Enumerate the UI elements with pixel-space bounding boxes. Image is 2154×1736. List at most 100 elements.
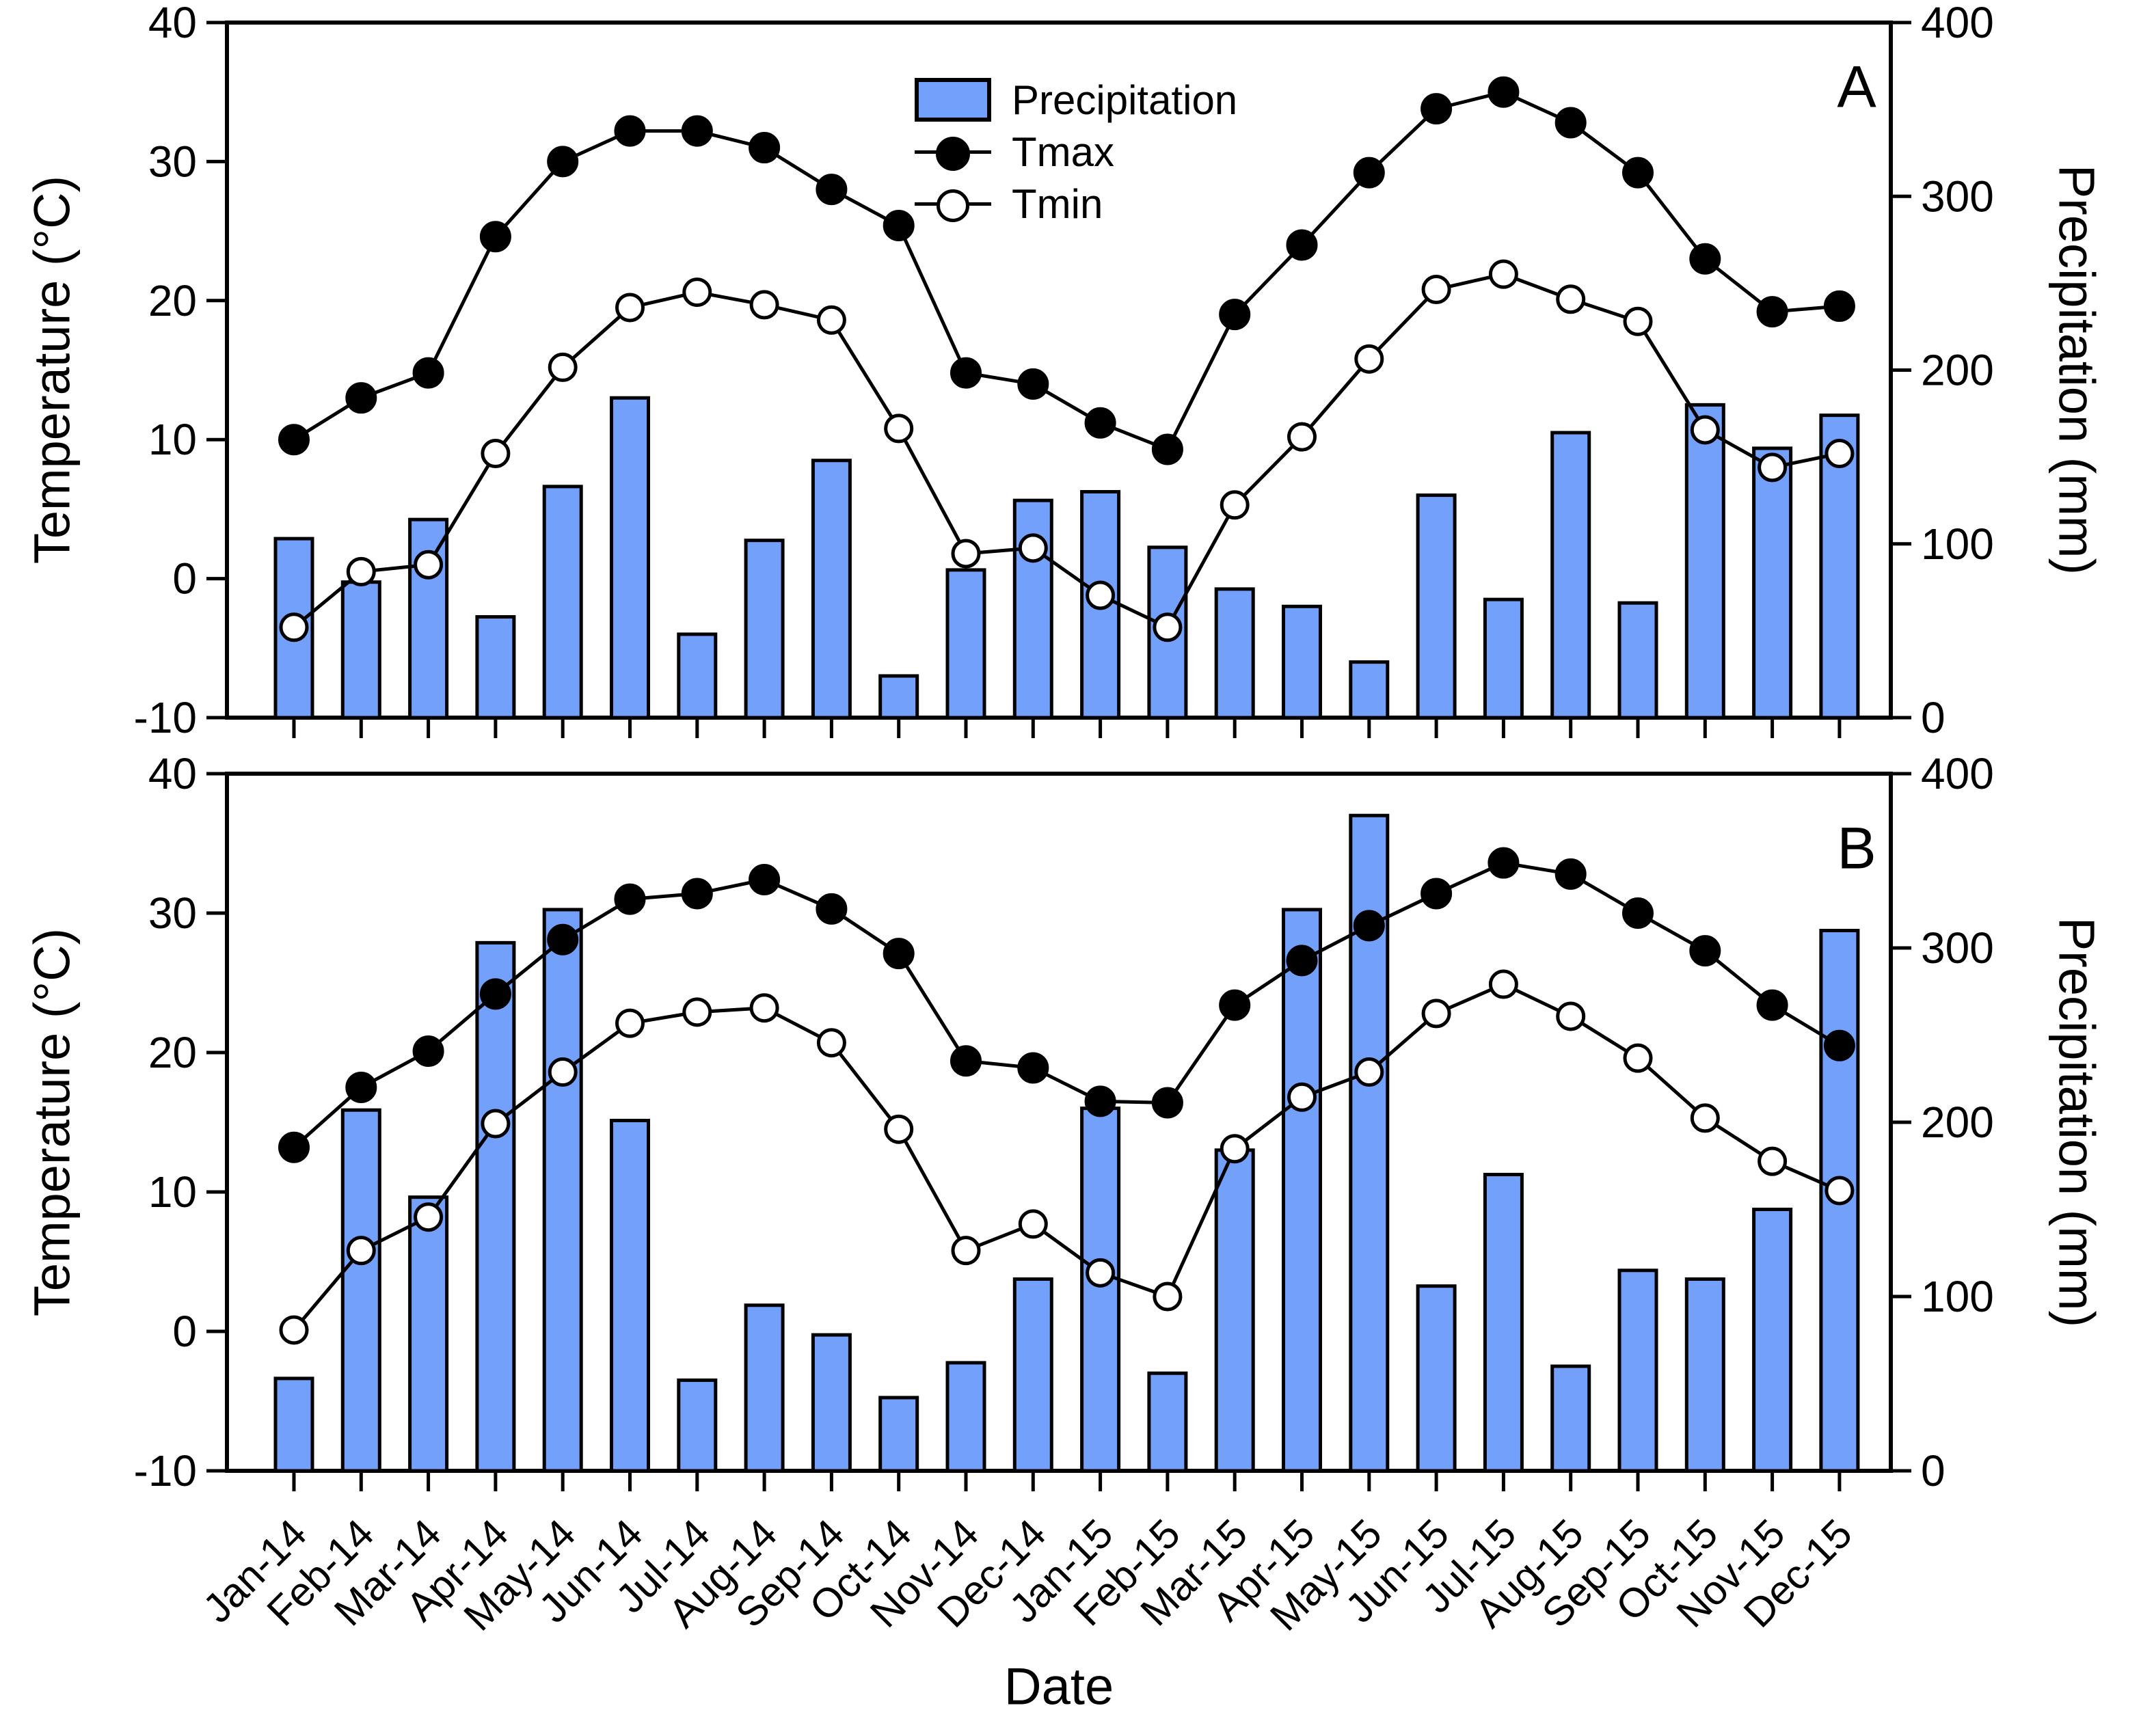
panel-a-tmax-marker	[1756, 296, 1788, 328]
panel-b-tmax-marker	[547, 923, 579, 955]
legend-label-tmin: Tmin	[1012, 180, 1103, 227]
panel-a-tmax-marker	[412, 357, 444, 389]
legend-label-tmax: Tmax	[1012, 128, 1114, 175]
panel-b-left-tick-label: 0	[172, 1307, 197, 1356]
panel-b-tmin-marker	[1623, 1043, 1653, 1073]
panel-b-bar-Apr-15	[1282, 908, 1322, 1473]
panel-b-tmin-marker	[682, 997, 712, 1027]
panel-b-tmin-marker	[1354, 1057, 1384, 1087]
panel-a-tmin-marker	[1354, 344, 1384, 374]
panel-b-tmin-marker	[414, 1202, 444, 1232]
panel-b-right-tick-label: 400	[1921, 749, 1994, 798]
panel-a-tmin-marker	[279, 612, 309, 642]
panel-b-bar-Aug-15	[1550, 1364, 1591, 1473]
panel-b-tmin-marker	[1758, 1146, 1788, 1176]
panel-a-bar-Aug-14	[744, 539, 785, 720]
panel-b-bar-Mar-14	[408, 1195, 449, 1473]
panel-b-tmin-marker	[346, 1236, 376, 1266]
panel-b-tmax-marker	[412, 1035, 444, 1067]
panel-a-tmax-marker	[1219, 299, 1251, 331]
panel-b-tmin-markers	[279, 969, 1855, 1345]
panel-a-bar-Apr-14	[475, 615, 516, 720]
panel-b-tmax-marker	[1421, 878, 1453, 910]
panel-b-bar-Feb-14	[340, 1108, 381, 1473]
panel-a-tmin-marker	[884, 413, 914, 444]
x-axis-title: Date	[1004, 1657, 1114, 1716]
panel-b-tmin-marker	[1220, 1134, 1250, 1164]
precipitation-swatch-icon	[915, 78, 991, 122]
panel-b-tmin-marker	[884, 1114, 914, 1144]
panel-b-left-tick-label: 10	[148, 1167, 197, 1217]
panel-b-bar-Aug-14	[744, 1303, 785, 1473]
panel-a-tmin-marker	[816, 305, 846, 335]
panel-b-bar-Dec-14	[1012, 1277, 1053, 1473]
panel-b-tmin-marker	[1556, 1001, 1586, 1031]
legend: Precipitation Tmax Tmin	[915, 74, 1237, 230]
panel-a-tmax-marker	[749, 132, 781, 164]
panel-b-bar-Jan-15	[1080, 1107, 1121, 1473]
panel-b-right-tick-label: 300	[1921, 923, 1994, 973]
panel-a-bar-May-14	[542, 485, 583, 720]
panel-a-tmax-marker	[1421, 93, 1453, 125]
panel-a-letter: A	[1837, 54, 1876, 120]
panel-a-tmax-marker	[1151, 433, 1183, 465]
panel-a-left-tick-label: 40	[148, 0, 197, 47]
panel-a-tmin-marker	[1220, 490, 1250, 520]
panel-b-tmax-marker	[1151, 1087, 1183, 1119]
panel-b-bar-Oct-14	[878, 1396, 919, 1473]
panel-b-tmax-marker	[278, 1131, 310, 1163]
panel-a-tmax-marker	[950, 357, 982, 389]
panel-a-tmax-marker	[1353, 157, 1385, 189]
panel-b-tmax-marker	[950, 1045, 982, 1077]
panel-b-tmin-marker	[1825, 1176, 1855, 1206]
panel-b-tmin-line	[293, 982, 1840, 1331]
panel-a-tmax-marker	[1689, 243, 1721, 275]
panel-a-tmax-marker	[547, 146, 579, 178]
legend-item-tmin: Tmin	[915, 178, 1237, 230]
panel-b-tmin-marker	[615, 1008, 645, 1038]
panel-a-left-axis-title: Temperature (°C)	[23, 175, 81, 565]
panel-a-right-tick-label: 0	[1921, 693, 1946, 742]
panel-b-tmax-marker	[749, 864, 781, 896]
panel-b-tmin-marker	[1488, 969, 1518, 999]
panel-a-tmin-marker	[1018, 533, 1048, 563]
panel-b-bar-Sep-15	[1617, 1269, 1658, 1473]
panel-a-tmax-marker	[1622, 157, 1654, 189]
panel-a-left-tick-label: 30	[148, 137, 197, 186]
legend-item-precipitation: Precipitation	[915, 74, 1237, 126]
panel-a-tmax-marker	[681, 115, 713, 147]
panel-b-left-tick-label: -10	[134, 1446, 198, 1495]
panel-a-tmax-marker	[1487, 76, 1520, 108]
panel-b-tmin-marker	[1153, 1281, 1183, 1312]
panel-a-tmax-marker	[1823, 290, 1855, 322]
panel-a-tmin-marker	[1825, 439, 1855, 469]
panel-b-tmax-marker	[1554, 858, 1587, 890]
panel-a-tmax-marker	[345, 382, 377, 414]
panel-b-left-axis-title: Temperature (°C)	[23, 927, 81, 1317]
panel-a-tmin-marker	[951, 539, 981, 569]
panel-b-tmin-marker	[1086, 1258, 1116, 1288]
panel-b-tmax-marker	[1487, 847, 1520, 879]
panel-a-right-tick-label: 400	[1921, 0, 1994, 47]
panel-b-tmin-marker	[548, 1057, 578, 1087]
panel-a-bar-Mar-15	[1214, 587, 1255, 720]
panel-a-tmin-marker	[414, 550, 444, 580]
panel-a-tmin-marker	[1556, 284, 1586, 314]
panel-a-right-tick-label: 200	[1921, 346, 1994, 395]
panel-a-tmin-line	[293, 272, 1840, 630]
panel-a-tmin-marker	[1623, 306, 1653, 336]
legend-label-precipitation: Precipitation	[1012, 77, 1238, 123]
panel-b-tmax-marker	[345, 1072, 377, 1103]
panel-a-tmin-markers	[279, 259, 1855, 642]
panel-b-left-tick-label: 40	[148, 749, 197, 798]
tmin-marker-icon	[915, 189, 991, 222]
panel-b-right-tick-label: 100	[1921, 1272, 1994, 1321]
panel-b-bar-Nov-14	[945, 1361, 986, 1473]
panel-a-tmin-marker	[548, 352, 578, 382]
panel-b-tmax-marker	[816, 893, 848, 925]
panel-b-bar-Sep-14	[811, 1333, 852, 1473]
panel-b-tmax-marker	[1756, 989, 1788, 1021]
panel-a-tmin-marker	[615, 293, 645, 323]
panel-a-tmax-marker	[1554, 107, 1587, 139]
